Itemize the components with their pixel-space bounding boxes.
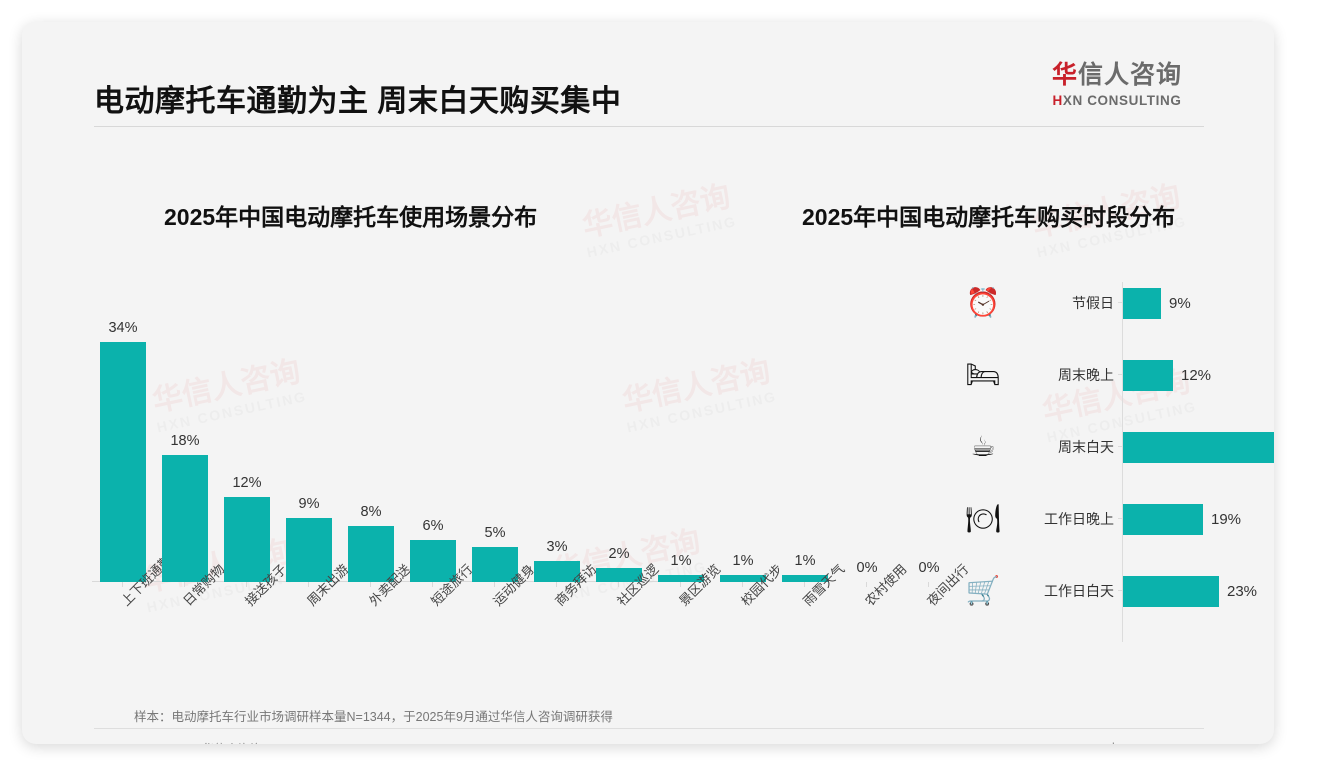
bar-value-label: 12%	[232, 475, 262, 491]
logo-cn-rest: 信人咨询	[1078, 61, 1183, 89]
bar-value-label: 8%	[360, 504, 382, 520]
axis-tick	[1118, 590, 1123, 591]
category-label: 工作日白天	[1044, 583, 1114, 599]
bar	[162, 455, 208, 582]
category-label: 周末晚上	[1058, 367, 1114, 383]
bar-value-label: 23%	[1227, 582, 1258, 600]
right-chart-title: 2025年中国电动摩托车购买时段分布	[802, 204, 1176, 230]
axis-tick	[246, 582, 247, 587]
watermark-en: HXN CONSULTING	[585, 212, 739, 261]
axis-tick	[742, 582, 743, 587]
watermark-cn: 华信人咨询	[579, 179, 734, 244]
bar	[1123, 288, 1161, 319]
axis-tick	[680, 582, 681, 587]
bar	[224, 497, 270, 582]
sample-note: 样本：电动摩托车行业市场调研样本量N=1344，于2025年9月通过华信人咨询调…	[134, 710, 613, 724]
logo-en-rest: XN CONSULTING	[1062, 92, 1182, 108]
bar	[782, 575, 828, 582]
axis-tick	[556, 582, 557, 587]
axis-tick	[866, 582, 867, 587]
bed-icon: 🛏	[965, 359, 1001, 390]
bar-value-label: 5%	[484, 525, 506, 541]
category-label: 节假日	[1072, 295, 1114, 311]
axis-tick	[1118, 374, 1123, 375]
bar-row: ⏰ 节假日 9%	[952, 280, 1274, 326]
bar	[100, 342, 146, 582]
axis-tick	[432, 582, 433, 587]
axis-tick	[308, 582, 309, 587]
bar-value-label: 34%	[108, 320, 138, 336]
bar-value-label: 1%	[732, 553, 754, 569]
logo-cn-first-char: 华	[1051, 61, 1078, 89]
footer-divider	[94, 728, 1204, 729]
axis-tick	[494, 582, 495, 587]
bar-value-label: 9%	[1169, 294, 1191, 312]
axis-tick	[122, 582, 123, 587]
footer-website[interactable]: www.hxrcon.com	[1083, 740, 1174, 744]
axis-tick	[618, 582, 619, 587]
bar-row: 🍽 工作日晚上 19%	[952, 496, 1274, 542]
bar	[720, 575, 766, 582]
bar-value-label: 2%	[608, 546, 630, 562]
bar-row: 🛒 工作日白天 23%	[952, 568, 1274, 614]
bar-value-label: 3%	[546, 539, 568, 555]
usage-scenario-bar-chart: 34% 上下班通勤 18% 日常购物 12% 接送孩子 9% 周末出游 8% 外卖配送 6% 短途旅行…	[70, 272, 972, 662]
bar	[410, 540, 456, 582]
axis-tick	[1118, 518, 1123, 519]
logo-cn-text: 华信人咨询	[1032, 61, 1202, 90]
axis-tick	[928, 582, 929, 587]
bar-value-label: 1%	[670, 553, 692, 569]
logo-en-text: HXN CONSULTING	[1032, 93, 1202, 108]
header-divider	[94, 126, 1204, 127]
bar	[534, 561, 580, 582]
slide-card: 华信人咨询 HXN CONSULTING 华信人咨询 HXN CONSULTIN…	[22, 22, 1274, 744]
coffee-mug-icon: ☕	[970, 431, 996, 462]
left-chart-title: 2025年中国电动摩托车使用场景分布	[164, 204, 538, 230]
header: 电动摩托车通勤为主 周末白天购买集中 华信人咨询 HXN CONSULTING	[22, 22, 1274, 128]
shopping-cart-icon: 🛒	[965, 575, 1001, 606]
bar-value-label: 0%	[918, 560, 940, 576]
bar-value-label: 12%	[1181, 366, 1212, 384]
bar-row: ☕周末白天37%	[952, 424, 1274, 470]
dinner-plate-icon: 🍽	[965, 503, 1001, 534]
axis-tick	[1118, 446, 1123, 447]
footer-copyright: ©2025.11 HXR华信人咨询	[122, 740, 262, 744]
bar-value-label: 0%	[856, 560, 878, 576]
chart-axis-line	[1122, 282, 1123, 642]
axis-tick	[1118, 302, 1123, 303]
bar	[472, 547, 518, 582]
bar	[348, 526, 394, 582]
bar-value-label: 18%	[170, 433, 200, 449]
bar	[1123, 504, 1203, 535]
page-title: 电动摩托车通勤为主 周末白天购买集中	[94, 85, 622, 118]
bar	[1123, 360, 1173, 391]
bar	[658, 575, 704, 582]
bar-value-label: 1%	[794, 553, 816, 569]
bar	[1123, 576, 1219, 607]
bar-row: 🛏 周末晚上 12%	[952, 352, 1274, 398]
bar-value-label: 6%	[422, 518, 444, 534]
axis-tick	[184, 582, 185, 587]
bar-value-label: 9%	[298, 496, 320, 512]
bar	[1123, 432, 1274, 463]
bar-value-label: 19%	[1211, 510, 1242, 528]
axis-tick	[804, 582, 805, 587]
logo-en-first-char: H	[1052, 92, 1063, 108]
brand-logo: 华信人咨询 HXN CONSULTING	[1032, 61, 1202, 108]
category-label: 周末白天	[1058, 439, 1114, 455]
alarm-clock-icon: ⏰	[965, 287, 1001, 318]
axis-tick	[370, 582, 371, 587]
watermark: 华信人咨询 HXN CONSULTING	[579, 179, 739, 261]
bar	[596, 568, 642, 582]
bar	[286, 518, 332, 582]
category-label: 工作日晚上	[1044, 511, 1114, 527]
